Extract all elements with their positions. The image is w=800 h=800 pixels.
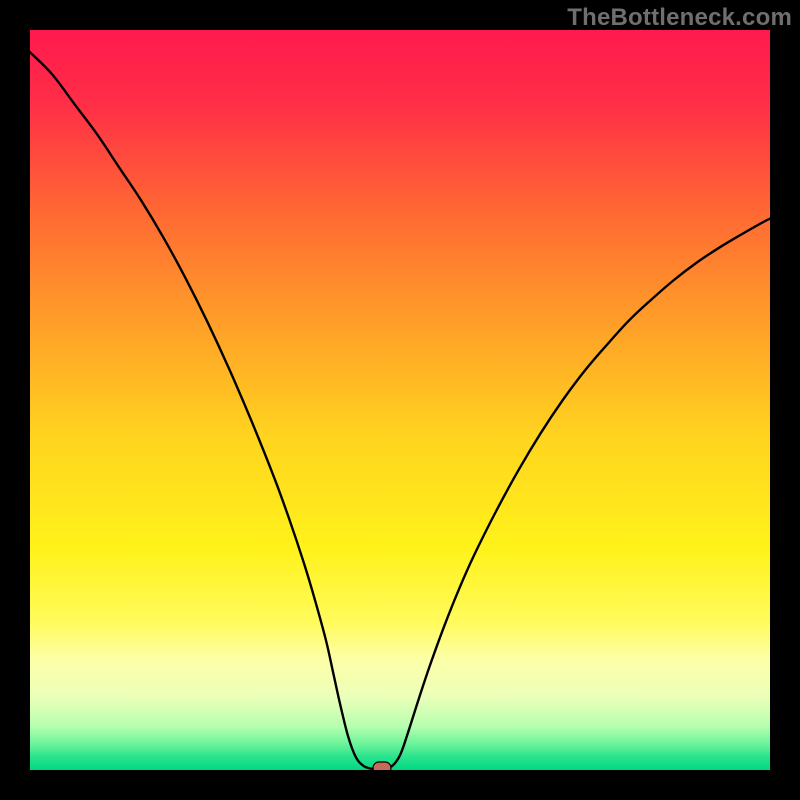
figure-stage: TheBottleneck.com (0, 0, 800, 800)
bottleneck-curve (30, 30, 770, 770)
watermark-text: TheBottleneck.com (567, 4, 792, 32)
optimum-marker (371, 761, 391, 770)
bottleneck-chart (30, 30, 770, 770)
